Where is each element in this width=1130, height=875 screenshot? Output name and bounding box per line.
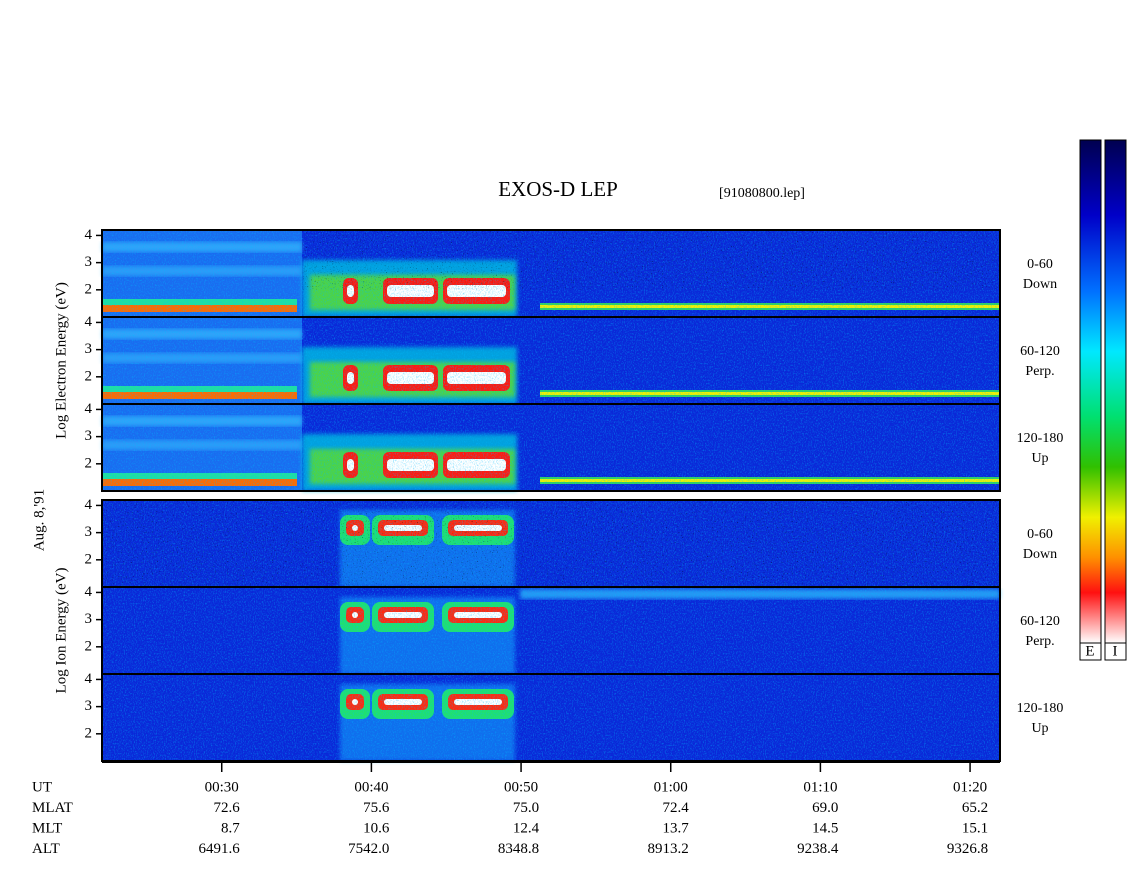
- x-tick-label: 00:30: [205, 779, 239, 795]
- colorbar: [1079, 139, 1102, 644]
- colorbar: [1104, 139, 1127, 644]
- y-tick-label: 4: [85, 314, 93, 330]
- panel-pitch-label: 120-180: [1017, 431, 1064, 446]
- y-tick-label: 2: [85, 455, 93, 471]
- x-tick-label: 01:10: [803, 779, 837, 795]
- ephemeris-value: 14.5: [812, 820, 838, 836]
- spectrogram: [102, 404, 1000, 491]
- y-tick-label: 4: [85, 227, 93, 243]
- y-tick-label: 3: [85, 698, 93, 714]
- ephemeris-value: 69.0: [812, 800, 838, 816]
- ephemeris-value: 9326.8: [947, 841, 988, 857]
- spectrogram: [102, 674, 1000, 761]
- colorbar-label-box: [1079, 642, 1102, 661]
- y-tick-label: 2: [85, 368, 93, 384]
- panel-pitch-label: 120-180: [1017, 701, 1064, 716]
- x-tick-label: 00:50: [504, 779, 538, 795]
- ephemeris-value: 65.2: [962, 800, 988, 816]
- ephemeris-row-label: ALT: [32, 841, 60, 857]
- spectrogram: [102, 230, 1000, 317]
- y-tick-label: 3: [85, 341, 93, 357]
- ephemeris-row-label: UT: [32, 779, 52, 795]
- y-tick-label: 3: [85, 524, 93, 540]
- ephemeris-value: 75.6: [363, 800, 390, 816]
- ephemeris-value: 9238.4: [797, 841, 839, 857]
- spectrogram: [102, 500, 1000, 587]
- ephemeris-value: 72.6: [213, 800, 240, 816]
- panel-direction-label: Up: [1031, 721, 1048, 736]
- ephemeris-row-label: MLAT: [32, 800, 73, 816]
- colorbar-label-box: [1104, 642, 1127, 661]
- y-tick-label: 2: [85, 281, 93, 297]
- panel-direction-label: Perp.: [1025, 634, 1054, 649]
- panel-direction-label: Down: [1023, 277, 1057, 292]
- ephemeris-value: 10.6: [363, 820, 390, 836]
- panel-pitch-label: 0-60: [1027, 257, 1053, 272]
- spectrogram-noise: [102, 500, 1000, 587]
- x-tick-label: 01:20: [953, 779, 987, 795]
- spectrogram-noise: [102, 230, 1000, 317]
- spectrogram-noise: [102, 674, 1000, 761]
- y-tick-label: 4: [85, 671, 93, 687]
- file-name: [91080800.lep]: [719, 186, 805, 201]
- y-tick-label: 4: [85, 584, 93, 600]
- y-tick-label: 2: [85, 638, 93, 654]
- ephemeris-value: 75.0: [513, 800, 539, 816]
- ephemeris-value: 6491.6: [198, 841, 240, 857]
- spectrogram: [102, 317, 1000, 404]
- ephemeris-value: 15.1: [962, 820, 988, 836]
- panel-pitch-label: 60-120: [1020, 344, 1060, 359]
- x-tick-label: 00:40: [354, 779, 388, 795]
- ephemeris-row-label: MLT: [32, 820, 62, 836]
- y-tick-label: 2: [85, 551, 93, 567]
- date-label: Aug. 8,'91: [31, 489, 47, 551]
- axis-label: Log Electron Energy (eV): [53, 282, 69, 439]
- ephemeris-value: 8913.2: [647, 841, 688, 857]
- x-tick-label: 01:00: [654, 779, 688, 795]
- ephemeris-value: 8.7: [221, 820, 240, 836]
- ephemeris-value: 12.4: [513, 820, 540, 836]
- panel-direction-label: Perp.: [1025, 364, 1054, 379]
- ephemeris-value: 72.4: [662, 800, 689, 816]
- ephemeris-value: 13.7: [662, 820, 689, 836]
- y-tick-label: 4: [85, 401, 93, 417]
- panel-frame: [101, 403, 1001, 492]
- panel-direction-label: Up: [1031, 451, 1048, 466]
- y-tick-label: 3: [85, 428, 93, 444]
- y-tick-label: 3: [85, 254, 93, 270]
- colorbar-label: I: [1113, 643, 1118, 659]
- panel-pitch-label: 60-120: [1020, 614, 1060, 629]
- colorbar-label: E: [1085, 643, 1094, 659]
- axis-label: Log Ion Energy (eV): [53, 568, 69, 694]
- title: EXOS-D LEP: [498, 177, 618, 201]
- spectrogram: [102, 587, 1000, 674]
- panel-pitch-label: 0-60: [1027, 527, 1053, 542]
- y-tick-label: 4: [85, 497, 93, 513]
- ephemeris-value: 7542.0: [348, 841, 389, 857]
- spectrogram-noise: [102, 587, 1000, 674]
- panel-direction-label: Down: [1023, 547, 1057, 562]
- spectrogram-noise: [102, 317, 1000, 404]
- spectrogram-noise: [102, 404, 1000, 491]
- y-tick-label: 3: [85, 611, 93, 627]
- ephemeris-value: 8348.8: [498, 841, 539, 857]
- y-tick-label: 2: [85, 725, 93, 741]
